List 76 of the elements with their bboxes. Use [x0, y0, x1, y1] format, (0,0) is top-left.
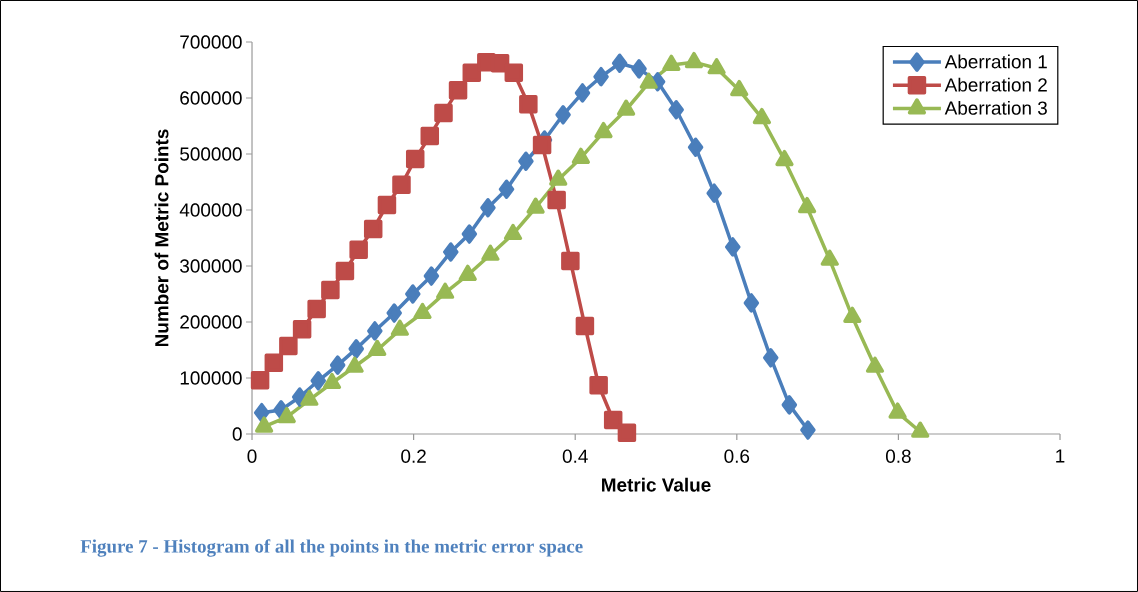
- legend-label: Aberration 2: [944, 77, 1047, 92]
- point: [250, 370, 270, 390]
- point: [781, 395, 798, 415]
- y-tick-label: 700000: [180, 35, 242, 49]
- point: [763, 348, 779, 368]
- point: [349, 240, 368, 259]
- point: [310, 371, 327, 391]
- point: [490, 54, 510, 73]
- point: [322, 372, 342, 390]
- point: [547, 190, 566, 210]
- point: [392, 175, 411, 195]
- point: [448, 80, 468, 100]
- point: [800, 420, 816, 440]
- point: [498, 179, 515, 200]
- x-tick-label: 0.2: [401, 449, 426, 463]
- point: [725, 237, 741, 257]
- point: [504, 63, 524, 83]
- point: [264, 353, 284, 373]
- point: [329, 355, 346, 375]
- point: [462, 63, 482, 83]
- x-tick-label: 1: [1056, 449, 1065, 463]
- point: [348, 339, 364, 359]
- y-tick-label: 200000: [180, 315, 242, 329]
- caption: Figure 7 - Histogram of all the points in the metric error space: [80, 539, 583, 557]
- point: [253, 402, 270, 423]
- point: [377, 195, 397, 215]
- point: [519, 94, 538, 114]
- point: [307, 299, 326, 319]
- y-tick-label: 0: [232, 427, 242, 441]
- y-tick-label: 400000: [179, 203, 242, 217]
- x-tick-label: 0: [247, 449, 257, 463]
- point: [443, 242, 459, 262]
- point: [603, 410, 623, 430]
- point: [405, 284, 421, 304]
- y-tick-label: 100000: [180, 371, 242, 385]
- point: [335, 261, 355, 281]
- point: [405, 149, 425, 169]
- point: [386, 303, 402, 323]
- point: [367, 321, 383, 341]
- point: [743, 293, 760, 313]
- point: [555, 105, 571, 125]
- point: [423, 266, 440, 286]
- x-tick-label: 0.4: [562, 449, 588, 463]
- point: [480, 198, 496, 218]
- y-tick-label: 600000: [180, 91, 242, 105]
- point: [518, 151, 534, 172]
- x-tick-label: 0.6: [724, 449, 750, 463]
- point: [611, 53, 628, 74]
- y-axis-title: Number of Metric Points: [154, 129, 169, 347]
- legend-label: Aberration 1: [944, 54, 1047, 69]
- legend-label: Aberration 3: [944, 100, 1047, 115]
- point: [561, 251, 580, 271]
- point: [687, 137, 704, 158]
- point: [707, 58, 726, 75]
- y-tick-label: 300000: [180, 259, 242, 273]
- point: [593, 66, 609, 87]
- point: [321, 280, 340, 300]
- point: [668, 100, 684, 120]
- point: [589, 376, 608, 395]
- point: [617, 423, 637, 443]
- point: [413, 302, 432, 320]
- point: [706, 183, 722, 203]
- point: [434, 103, 453, 123]
- point: [575, 316, 595, 336]
- y-tick-label: 500000: [180, 147, 242, 161]
- point: [292, 320, 312, 339]
- point: [279, 336, 298, 356]
- x-tick-label: 0.8: [885, 449, 911, 463]
- point: [532, 135, 552, 155]
- point: [574, 83, 591, 103]
- point: [631, 59, 647, 79]
- point: [363, 219, 383, 239]
- point: [503, 223, 523, 241]
- x-axis-title: Metric Value: [602, 477, 711, 492]
- point: [420, 126, 440, 146]
- point: [461, 224, 478, 244]
